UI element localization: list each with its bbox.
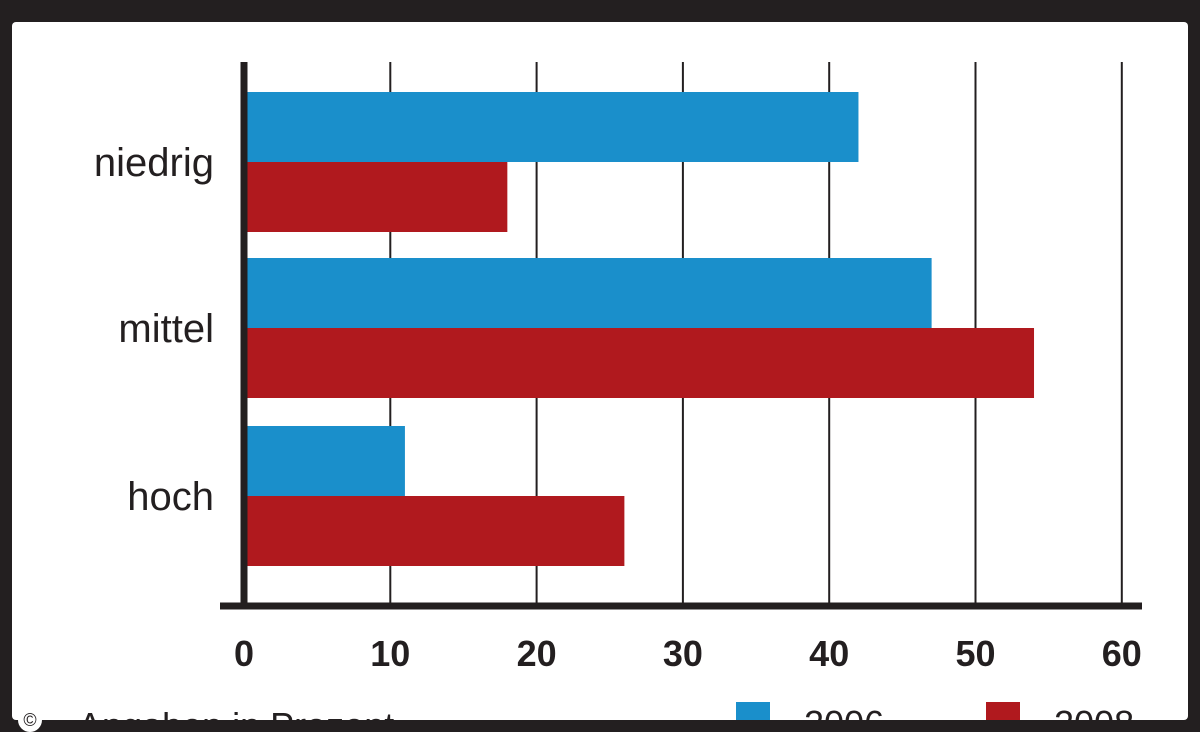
- legend-swatch-2006: [736, 702, 770, 720]
- bar-hoch-2008: [244, 496, 625, 566]
- bar-chart: niedrig mittel hoch 0 10 20 30 40 50 60 Angaben …: [78, 62, 1142, 720]
- category-label-mittel: mittel: [118, 307, 214, 351]
- x-tick-label-0: 0: [234, 633, 254, 674]
- bar-niedrig-2008: [244, 162, 508, 232]
- x-tick-label-60: 60: [1102, 633, 1142, 674]
- x-tick-label-40: 40: [809, 633, 849, 674]
- legend-label-2008: 2008: [1054, 703, 1134, 720]
- legend-label-2006: 2006: [804, 703, 884, 720]
- x-tick-label-10: 10: [370, 633, 410, 674]
- category-labels: niedrig mittel hoch: [94, 141, 214, 519]
- chart-frame: niedrig mittel hoch 0 10 20 30 40 50 60 Angaben …: [12, 22, 1188, 732]
- x-tick-label-50: 50: [955, 633, 995, 674]
- axes: [220, 62, 1142, 610]
- bar-mittel-2006: [244, 258, 932, 328]
- copyright-icon: ©: [18, 708, 42, 732]
- note-label: Angaben in Prozent: [78, 705, 394, 720]
- bar-mittel-2008: [244, 328, 1035, 398]
- x-tick-label-30: 30: [663, 633, 703, 674]
- bar-hoch-2006: [244, 426, 405, 496]
- category-label-niedrig: niedrig: [94, 141, 214, 185]
- legend-swatch-2008: [986, 702, 1020, 720]
- bars: [244, 92, 1035, 566]
- tick-labels: 0 10 20 30 40 50 60: [234, 633, 1142, 674]
- legend: 2006 2008: [736, 702, 1134, 720]
- category-label-hoch: hoch: [127, 475, 214, 519]
- footer: Angaben in Prozent: [78, 705, 394, 720]
- x-tick-label-20: 20: [517, 633, 557, 674]
- bar-niedrig-2006: [244, 92, 859, 162]
